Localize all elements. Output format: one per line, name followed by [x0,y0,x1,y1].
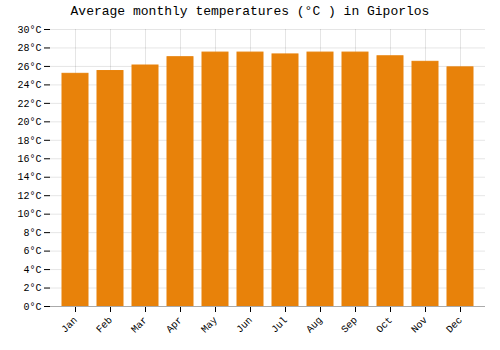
svg-text:18°C: 18°C [17,136,41,147]
svg-text:Nov: Nov [409,315,430,336]
svg-text:Sep: Sep [339,315,360,336]
svg-text:Apr: Apr [164,315,185,336]
svg-text:4°C: 4°C [23,265,41,276]
svg-text:Jan: Jan [59,315,80,336]
svg-text:2°C: 2°C [23,283,41,294]
svg-text:6°C: 6°C [23,246,41,257]
svg-text:26°C: 26°C [17,62,41,73]
svg-text:Jul: Jul [269,315,290,336]
svg-text:30°C: 30°C [17,25,41,36]
svg-text:Feb: Feb [94,315,115,336]
svg-text:Mar: Mar [129,315,150,336]
svg-text:0°C: 0°C [23,302,41,313]
svg-text:28°C: 28°C [17,43,41,54]
svg-text:Oct: Oct [374,315,395,336]
svg-text:22°C: 22°C [17,99,41,110]
svg-text:8°C: 8°C [23,228,41,239]
svg-text:12°C: 12°C [17,191,41,202]
svg-text:14°C: 14°C [17,172,41,183]
svg-text:10°C: 10°C [17,209,41,220]
svg-text:16°C: 16°C [17,154,41,165]
svg-text:Jun: Jun [234,315,255,336]
svg-text:Aug: Aug [304,315,325,336]
html-text:Average monthly temperatures (: Average monthly temperatures (°C ) in Gi… [70,4,430,19]
svg-text:24°C: 24°C [17,80,41,91]
svg-text:May: May [199,315,220,336]
svg-text:20°C: 20°C [17,117,41,128]
svg-text:Dec: Dec [444,315,465,336]
